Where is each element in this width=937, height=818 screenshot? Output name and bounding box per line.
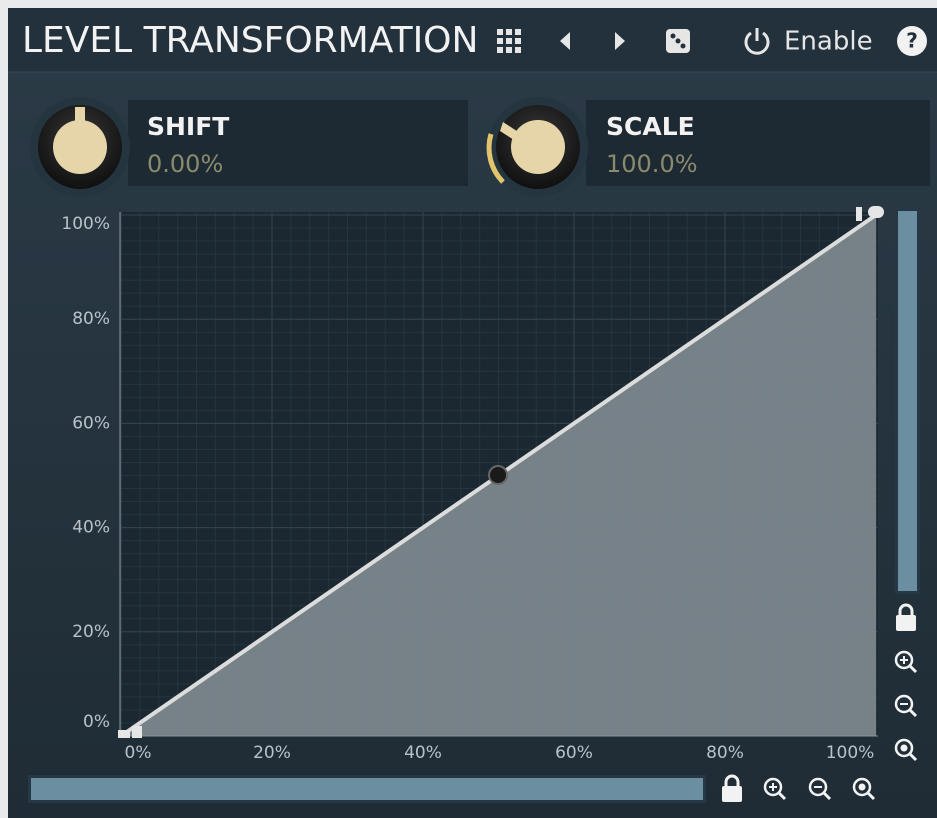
zoom-out[interactable]: [894, 694, 914, 714]
end-handle[interactable]: [856, 206, 884, 221]
knob-value: 0.00%: [147, 150, 223, 178]
mid-handle[interactable]: [488, 465, 508, 485]
next-button[interactable]: [615, 32, 625, 50]
y-tick-label: 0%: [83, 712, 110, 732]
zoom-fit[interactable]: [908, 752, 918, 762]
shift-box: [128, 100, 468, 186]
header-bar: [8, 8, 937, 72]
zoom-fit[interactable]: [858, 783, 866, 791]
knob-value: 100.0%: [606, 150, 698, 178]
title: LEVEL TRANSFORMATION: [22, 20, 478, 61]
h-scroll-thumb[interactable]: [31, 778, 703, 800]
x-tick-label: 60%: [555, 743, 593, 763]
x-tick-label: 40%: [404, 743, 442, 763]
lock-icon[interactable]: [896, 615, 916, 631]
enable-button[interactable]: Enable: [784, 27, 873, 57]
start-handle[interactable]: [118, 726, 142, 738]
y-tick-label: 100%: [61, 214, 110, 234]
power-icon[interactable]: [744, 28, 770, 55]
zoom-out[interactable]: [808, 777, 828, 797]
y-tick-label: 40%: [72, 518, 110, 538]
zoom-in[interactable]: [894, 650, 914, 670]
scale-knob[interactable]: [486, 97, 588, 197]
zoom-out[interactable]: [822, 791, 832, 801]
v-scroll-thumb[interactable]: [898, 211, 917, 591]
help-circle[interactable]: [897, 26, 927, 56]
lock-icon[interactable]: [898, 603, 914, 616]
zoom-in[interactable]: [908, 664, 918, 674]
y-tick-label: 20%: [72, 622, 110, 642]
zoom-fit[interactable]: [852, 777, 872, 797]
zoom-fit[interactable]: [866, 791, 876, 801]
ticks: 0% 20% 40% 60% 80% 100% 0% 20% 40% 60% 80% 100%: [61, 214, 874, 763]
x-tick-label: 100%: [826, 743, 875, 763]
zoom-fit[interactable]: [894, 738, 914, 758]
zoom-in[interactable]: [777, 791, 787, 801]
y-tick-label: 60%: [72, 413, 110, 433]
shift-knob[interactable]: [30, 97, 130, 197]
zoom-out[interactable]: [908, 708, 918, 718]
zoom-in[interactable]: [763, 777, 783, 797]
y-tick-label: 80%: [72, 309, 110, 329]
lock-icon[interactable]: [724, 774, 740, 787]
zoom-fit[interactable]: [900, 744, 908, 752]
presets-icon[interactable]: [497, 29, 521, 53]
prev-button[interactable]: [560, 32, 570, 50]
x-tick-label: 0%: [125, 743, 152, 763]
knob-label: SCALE: [606, 112, 695, 141]
random-button[interactable]: [666, 29, 690, 53]
knob-label: SHIFT: [147, 112, 229, 141]
x-tick-label: 80%: [706, 743, 744, 763]
lock-icon[interactable]: [722, 786, 742, 802]
scale-box: [586, 100, 930, 186]
zoom-icons: [722, 603, 918, 802]
x-tick-label: 20%: [253, 743, 291, 763]
help-button[interactable]: ?: [906, 29, 918, 53]
